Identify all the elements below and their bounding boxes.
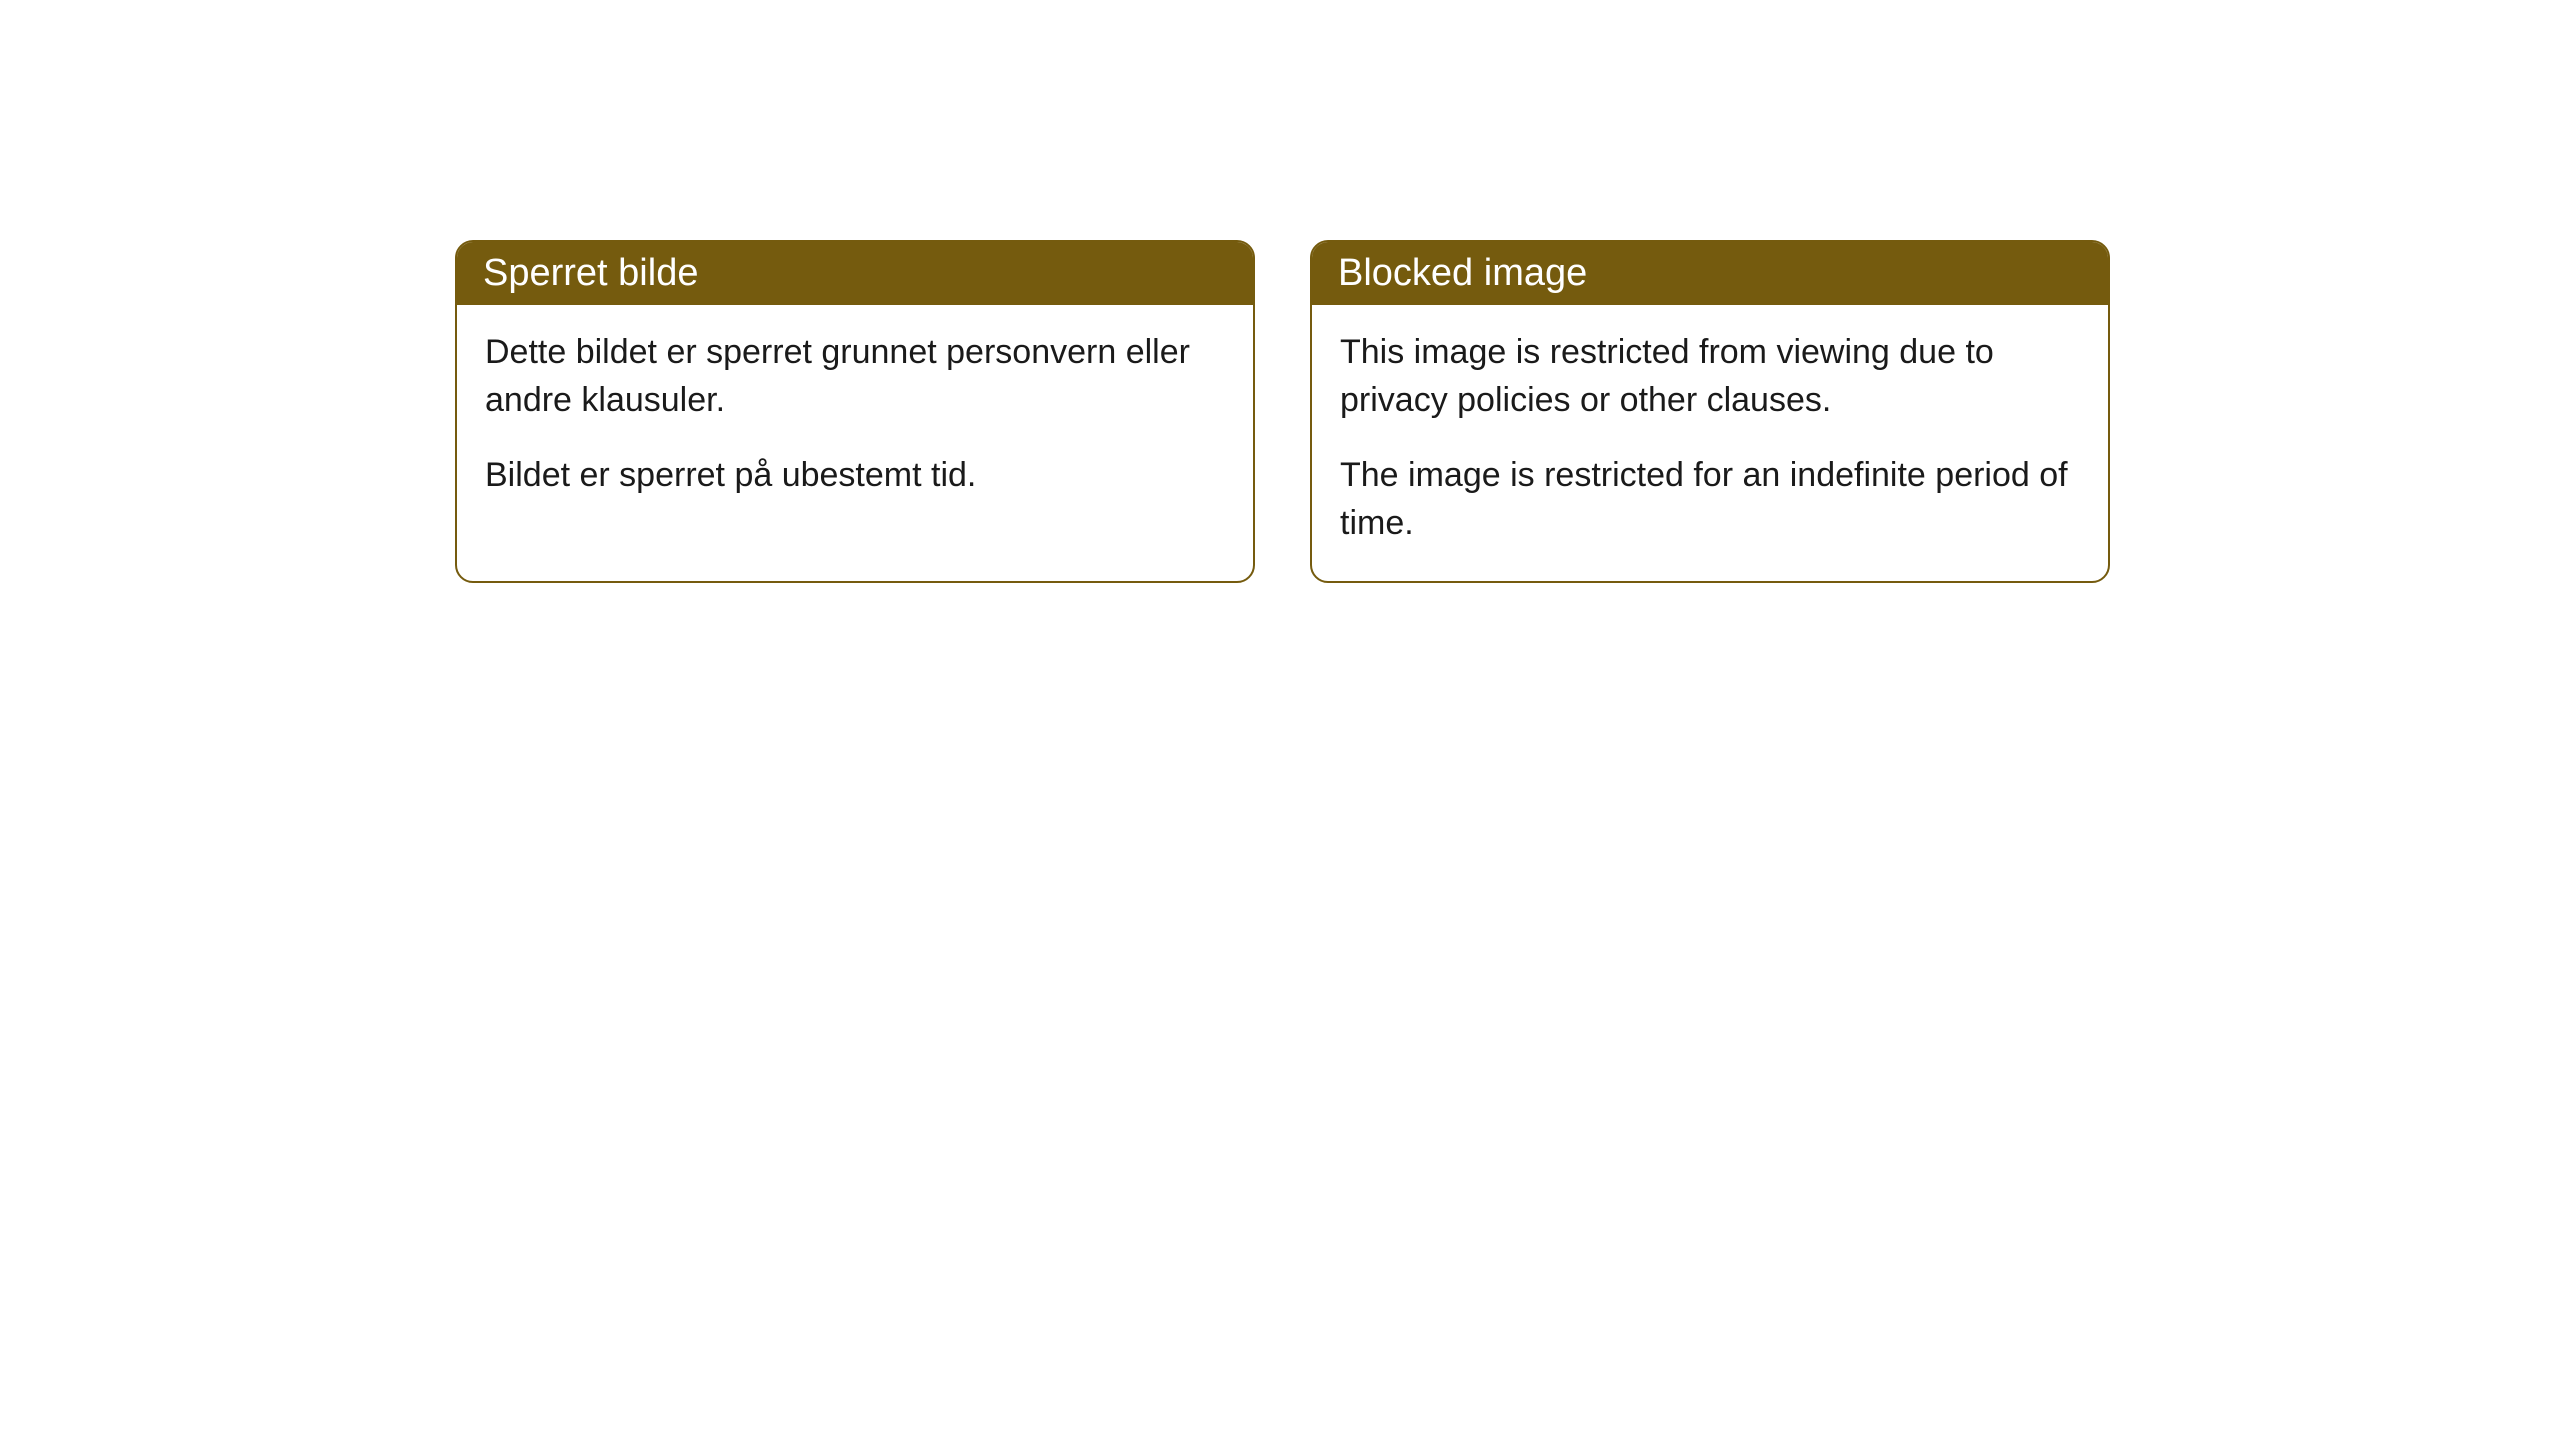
card-header: Blocked image: [1312, 242, 2108, 305]
card-body: This image is restricted from viewing du…: [1312, 305, 2108, 581]
card-paragraph: This image is restricted from viewing du…: [1340, 329, 2080, 424]
card-header: Sperret bilde: [457, 242, 1253, 305]
notice-cards-container: Sperret bilde Dette bildet er sperret gr…: [455, 240, 2110, 583]
blocked-image-card-english: Blocked image This image is restricted f…: [1310, 240, 2110, 583]
card-paragraph: The image is restricted for an indefinit…: [1340, 452, 2080, 547]
card-paragraph: Bildet er sperret på ubestemt tid.: [485, 452, 1225, 500]
blocked-image-card-norwegian: Sperret bilde Dette bildet er sperret gr…: [455, 240, 1255, 583]
card-body: Dette bildet er sperret grunnet personve…: [457, 305, 1253, 534]
card-title: Sperret bilde: [483, 252, 698, 294]
card-title: Blocked image: [1338, 252, 1587, 294]
card-paragraph: Dette bildet er sperret grunnet personve…: [485, 329, 1225, 424]
